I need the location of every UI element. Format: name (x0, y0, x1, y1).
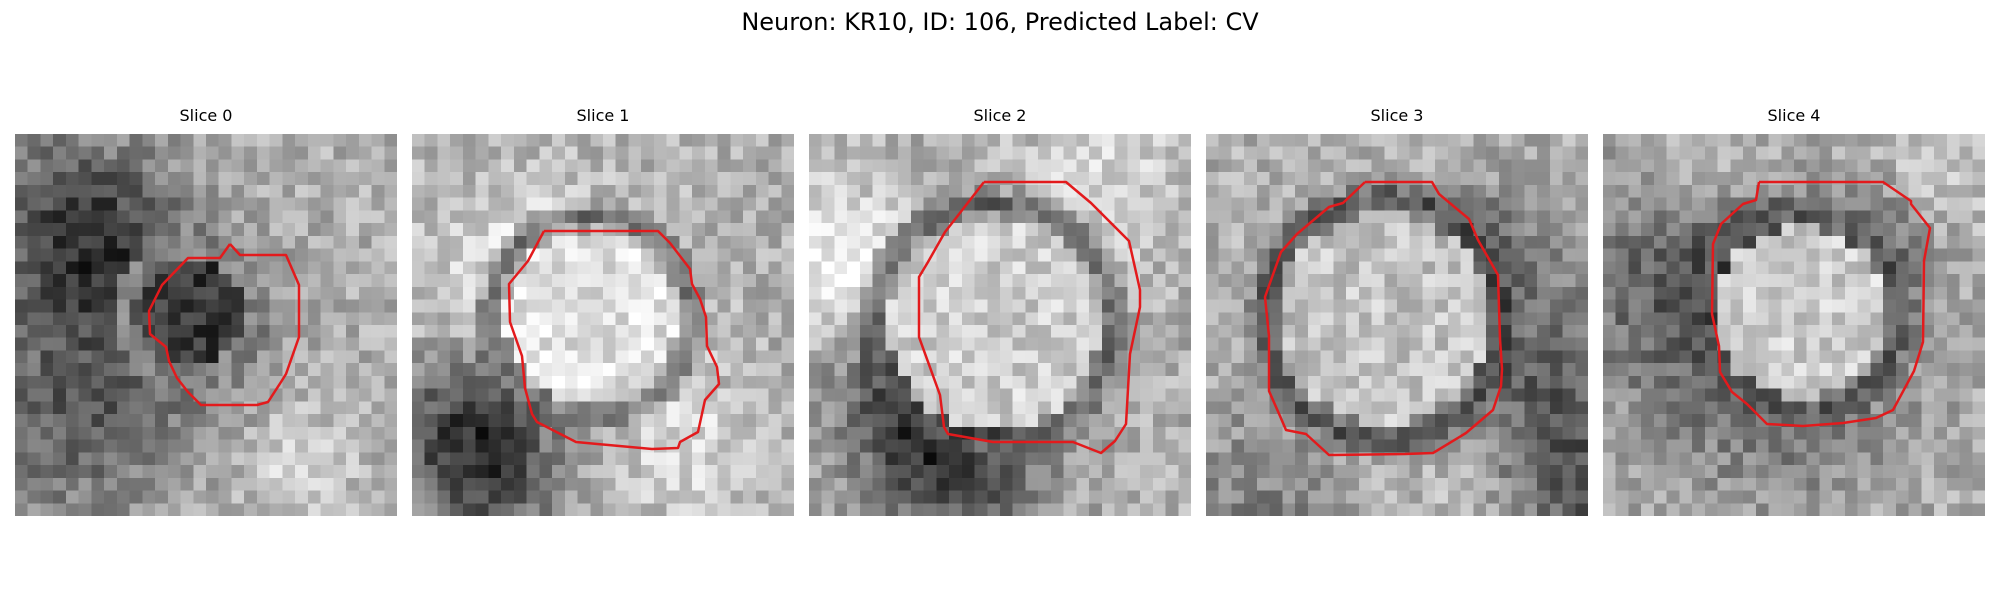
slice-contour-svg-2 (917, 180, 1142, 455)
slice-image-0 (15, 134, 397, 516)
slice-contour-svg-4 (1710, 180, 1932, 428)
slice-title-4: Slice 4 (1767, 106, 1821, 125)
slice-image-1 (412, 134, 794, 516)
slice-title-1: Slice 1 (576, 106, 630, 125)
figure-title: Neuron: KR10, ID: 106, Predicted Label: … (741, 8, 1259, 36)
slice-contour-4 (1710, 180, 1932, 428)
slice-contour-svg-1 (507, 229, 721, 451)
slice-image-4 (1603, 134, 1985, 516)
slice-title-3: Slice 3 (1370, 106, 1424, 125)
slice-image-3 (1206, 134, 1588, 516)
slice-panel-4: Slice 4 (1603, 106, 1985, 516)
slice-contour-svg-3 (1263, 180, 1504, 457)
slice-pixels-4 (1603, 134, 1985, 516)
slice-title-0: Slice 0 (179, 106, 233, 125)
slice-panel-1: Slice 1 (412, 106, 794, 516)
slice-pixels-1 (412, 134, 794, 516)
slice-pixels-0 (15, 134, 397, 516)
slice-image-2 (809, 134, 1191, 516)
slice-contour-0 (147, 243, 301, 407)
slice-contour-svg-0 (147, 243, 301, 407)
slice-panel-3: Slice 3 (1206, 106, 1588, 516)
slice-title-2: Slice 2 (973, 106, 1027, 125)
slice-panel-0: Slice 0 (15, 106, 397, 516)
slice-panel-2: Slice 2 (809, 106, 1191, 516)
slice-contour-2 (917, 180, 1142, 455)
slice-pixels-2 (809, 134, 1191, 516)
slice-pixels-3 (1206, 134, 1588, 516)
slice-contour-3 (1263, 180, 1504, 457)
slice-contour-1 (507, 229, 721, 451)
